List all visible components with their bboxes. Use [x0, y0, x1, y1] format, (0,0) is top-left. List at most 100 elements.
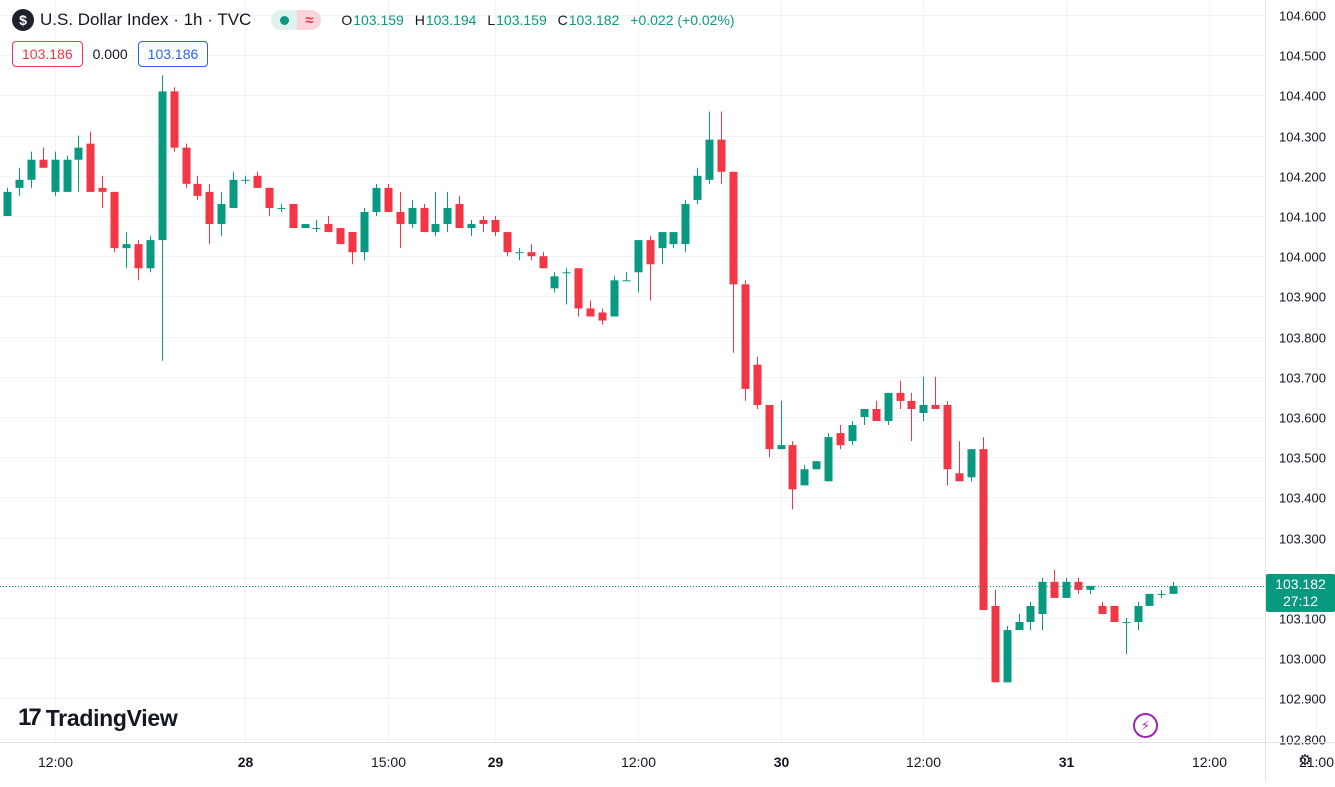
candle-body	[110, 191, 119, 249]
symbol-title[interactable]: U.S. Dollar Index · 1h · TVC	[40, 10, 252, 29]
y-tick-label: 103.100	[1279, 612, 1326, 627]
candle-body	[1169, 585, 1178, 594]
candle	[1050, 569, 1059, 598]
candle	[51, 151, 60, 196]
tradingview-logo[interactable]: 17 TradingView	[18, 704, 178, 732]
candle	[919, 376, 928, 422]
candle	[800, 465, 809, 486]
candle	[669, 232, 678, 249]
candle-body	[669, 232, 678, 245]
candle	[729, 171, 738, 353]
candle-body	[1145, 593, 1154, 606]
candle-body	[205, 191, 214, 225]
y-tick-label: 104.300	[1279, 130, 1326, 145]
x-tick-label: 12:00	[1192, 754, 1227, 770]
dollar-sign-icon[interactable]: $	[12, 9, 34, 31]
candle-body	[1110, 605, 1119, 623]
candle	[1134, 601, 1143, 631]
candle-body	[800, 469, 809, 486]
candle	[753, 356, 762, 409]
candle	[1003, 626, 1012, 683]
candle	[896, 380, 905, 409]
candle-body	[63, 159, 72, 192]
candle	[931, 376, 940, 409]
candle	[39, 147, 48, 168]
candle	[277, 203, 286, 212]
x-tick-label: 15:00	[371, 754, 406, 770]
candle-body	[336, 228, 345, 245]
candle-body	[277, 207, 286, 209]
candle	[943, 400, 952, 486]
candle-body	[788, 445, 797, 490]
y-tick-label: 104.000	[1279, 250, 1326, 265]
market-open-dot-icon	[279, 15, 289, 25]
candle	[1038, 577, 1047, 631]
candle-body	[1122, 622, 1131, 624]
candle	[872, 400, 881, 422]
candle-body	[1038, 581, 1047, 614]
candle	[98, 175, 107, 208]
candle-body	[301, 224, 310, 229]
candle	[384, 183, 393, 212]
candle	[574, 268, 583, 317]
market-status-pill[interactable]: ≈	[271, 10, 322, 30]
candle	[598, 308, 607, 325]
candle-body	[1086, 585, 1095, 590]
candle	[860, 408, 869, 426]
high-value: 103.194	[425, 12, 477, 28]
candle-body	[967, 449, 976, 478]
ohlc-values: O103.159 H103.194 L103.159 C103.182 +0.0…	[341, 12, 735, 28]
candle	[527, 244, 536, 261]
candle-body	[158, 91, 167, 241]
candle-body	[1003, 630, 1012, 683]
candle	[301, 224, 310, 229]
candle-body	[812, 461, 821, 470]
buy-price-button[interactable]: 103.186	[137, 41, 209, 67]
candle-body	[622, 280, 631, 282]
candle-body	[1062, 581, 1071, 598]
candle	[824, 433, 833, 482]
sell-price-button[interactable]: 103.186	[12, 41, 83, 67]
candle	[396, 191, 405, 249]
candle-body	[348, 232, 357, 253]
candle-body	[550, 276, 559, 289]
candle-body	[658, 232, 667, 249]
candle-body	[943, 404, 952, 470]
candle	[182, 143, 191, 188]
y-tick-label: 103.700	[1279, 371, 1326, 386]
candle-body	[824, 437, 833, 482]
candle	[443, 191, 452, 233]
gear-icon[interactable]: ⚙	[1298, 752, 1312, 769]
y-tick-label: 103.400	[1279, 491, 1326, 506]
candle-body	[955, 473, 964, 482]
candle-body	[491, 220, 500, 233]
candle-body	[539, 256, 548, 269]
candle-body	[324, 224, 333, 233]
candle	[1062, 577, 1071, 598]
candle-body	[598, 312, 607, 321]
candle	[1169, 581, 1178, 594]
candle	[1157, 589, 1166, 598]
candle-body	[98, 187, 107, 192]
candle	[848, 421, 857, 446]
y-tick-label: 104.600	[1279, 9, 1326, 24]
candle	[27, 151, 36, 188]
candle-body	[467, 224, 476, 229]
candle	[991, 589, 1000, 683]
candle	[265, 187, 274, 216]
data-delay-icon: ≈	[297, 10, 322, 30]
symbol-legend: $ U.S. Dollar Index · 1h · TVC ≈ O103.15…	[12, 8, 742, 32]
candle	[1015, 613, 1024, 631]
candle-body	[729, 171, 738, 285]
candle	[74, 135, 83, 192]
lightning-icon[interactable]: ⚡	[1133, 713, 1158, 738]
candle	[312, 220, 321, 233]
candle	[1145, 593, 1154, 606]
candle	[1026, 601, 1035, 631]
candle	[455, 195, 464, 229]
candle	[907, 392, 916, 442]
candle-body	[705, 139, 714, 180]
candle	[479, 216, 488, 233]
